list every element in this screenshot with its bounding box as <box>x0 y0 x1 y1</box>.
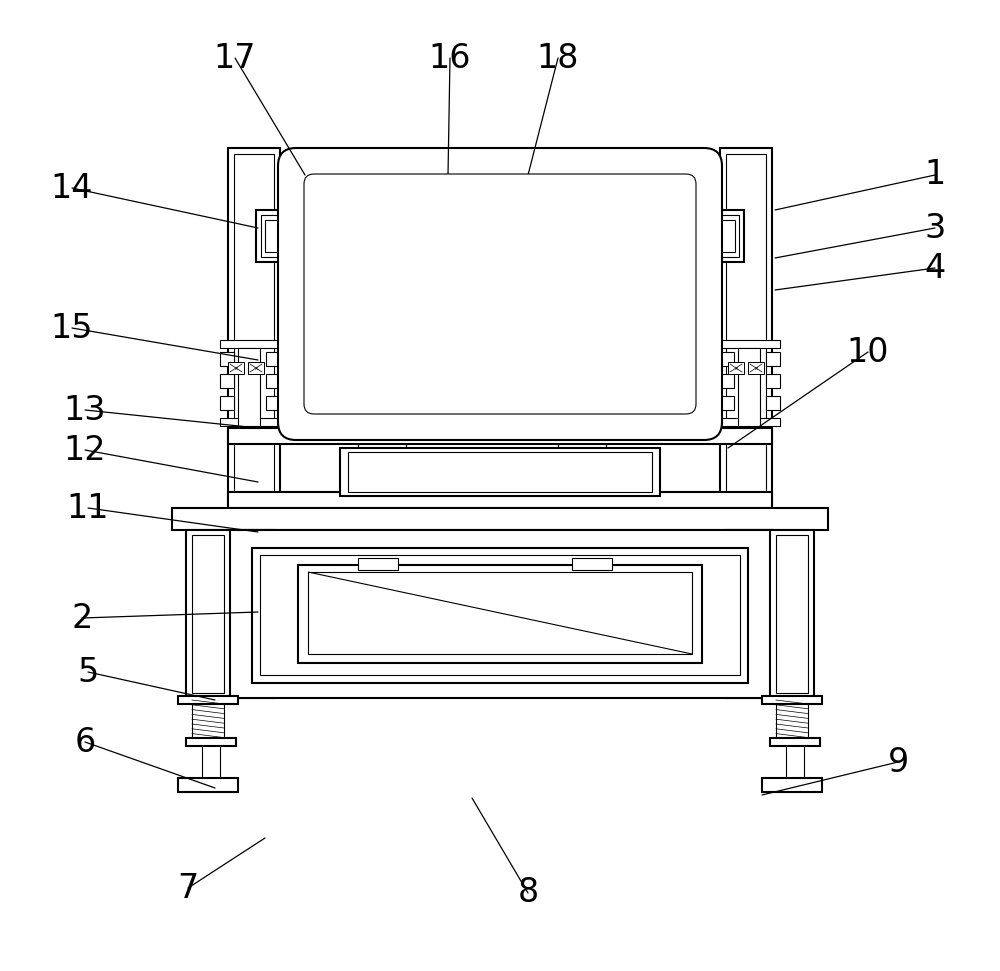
Bar <box>178 696 238 704</box>
Text: 3: 3 <box>924 212 946 245</box>
Bar <box>228 530 274 698</box>
Bar <box>358 558 398 570</box>
Bar <box>186 530 230 698</box>
Bar <box>186 738 236 746</box>
Bar <box>228 362 244 374</box>
Bar <box>266 374 280 388</box>
Bar <box>766 396 780 410</box>
Bar <box>728 362 744 374</box>
Bar <box>717 215 739 257</box>
Bar <box>234 535 268 693</box>
Text: 8: 8 <box>517 877 539 910</box>
Bar <box>712 210 744 262</box>
Bar <box>558 444 606 456</box>
Bar <box>308 572 692 654</box>
Bar <box>252 548 748 683</box>
Text: 15: 15 <box>51 312 93 345</box>
Text: 14: 14 <box>51 172 93 205</box>
Bar <box>228 530 772 698</box>
Bar <box>786 740 804 778</box>
Text: 17: 17 <box>214 42 256 75</box>
Bar <box>192 698 224 740</box>
Bar <box>172 508 828 530</box>
FancyBboxPatch shape <box>304 174 696 414</box>
FancyBboxPatch shape <box>278 148 722 440</box>
Bar <box>266 352 280 366</box>
Bar <box>720 352 734 366</box>
Text: 7: 7 <box>177 872 199 905</box>
Bar <box>720 148 772 638</box>
Bar <box>766 352 780 366</box>
Bar <box>220 340 280 348</box>
Bar <box>766 374 780 388</box>
Bar <box>738 348 760 426</box>
Text: 4: 4 <box>924 251 946 285</box>
Text: 2: 2 <box>71 601 93 634</box>
Bar <box>248 362 264 374</box>
Text: 10: 10 <box>847 336 889 369</box>
Text: 12: 12 <box>64 433 106 466</box>
Bar <box>265 220 279 252</box>
Text: 13: 13 <box>64 393 106 426</box>
Text: x: x <box>754 365 758 371</box>
Text: x: x <box>234 365 238 371</box>
Bar <box>720 396 734 410</box>
Text: x: x <box>254 365 258 371</box>
Bar <box>256 210 288 262</box>
Bar <box>266 396 280 410</box>
Bar <box>220 374 234 388</box>
Text: 5: 5 <box>77 655 99 688</box>
Text: x: x <box>734 365 738 371</box>
Bar <box>776 698 808 740</box>
Bar <box>721 220 735 252</box>
Bar <box>776 535 808 693</box>
Bar <box>260 555 740 675</box>
Bar <box>572 558 612 570</box>
Text: 6: 6 <box>74 725 96 758</box>
Bar <box>726 530 772 698</box>
Bar <box>726 154 766 632</box>
Bar <box>228 148 280 638</box>
Bar <box>720 340 780 348</box>
Bar <box>732 535 766 693</box>
Text: 11: 11 <box>67 491 109 524</box>
Bar <box>762 696 822 704</box>
Bar <box>261 215 283 257</box>
Bar <box>228 428 772 444</box>
Bar <box>178 778 238 792</box>
Text: 1: 1 <box>924 158 946 191</box>
Bar <box>220 396 234 410</box>
Bar <box>720 374 734 388</box>
Bar <box>358 444 406 456</box>
Bar <box>192 535 224 693</box>
Bar <box>298 565 702 663</box>
Text: 16: 16 <box>429 42 471 75</box>
Bar <box>220 418 280 426</box>
Bar <box>202 740 220 778</box>
Bar <box>220 352 234 366</box>
Bar <box>748 362 764 374</box>
Bar <box>770 738 820 746</box>
FancyBboxPatch shape <box>288 158 712 430</box>
Bar <box>228 492 772 508</box>
Text: 9: 9 <box>887 746 909 779</box>
Bar <box>234 154 274 632</box>
Bar <box>238 348 260 426</box>
Bar <box>348 452 652 492</box>
Bar <box>770 530 814 698</box>
Bar <box>340 448 660 496</box>
Text: 18: 18 <box>537 42 579 75</box>
Bar <box>762 778 822 792</box>
Bar <box>720 418 780 426</box>
